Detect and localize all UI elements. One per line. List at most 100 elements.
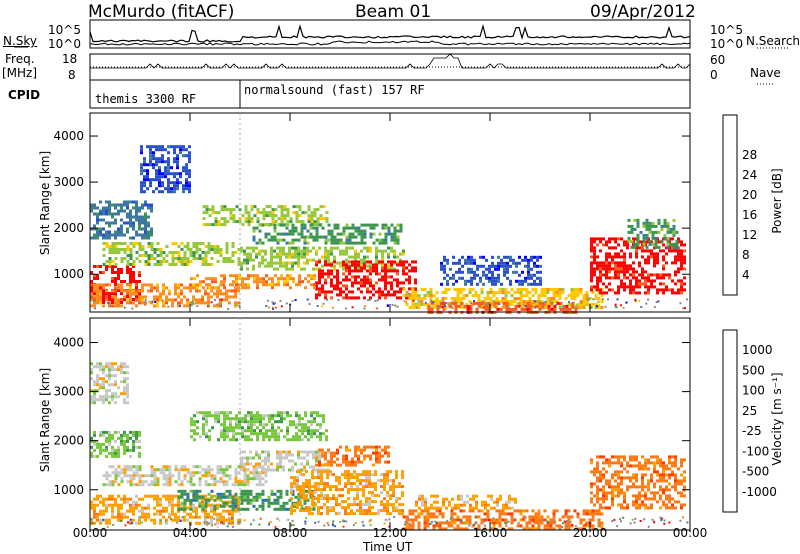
echo-cell [339, 252, 342, 256]
echo-cell [205, 223, 209, 227]
echo-cell [430, 306, 433, 308]
echo-cell [207, 474, 211, 478]
echo-cell [96, 265, 99, 268]
echo-cell [348, 463, 351, 467]
echo-cell [198, 465, 202, 469]
echo-cell [332, 497, 335, 501]
echo-cell [159, 295, 162, 299]
echo-cell [638, 491, 641, 495]
echo-cell [533, 261, 536, 265]
echo-cell [270, 235, 274, 239]
echo-cell [390, 232, 394, 236]
echo-cell [323, 470, 326, 474]
echo-cell [255, 453, 258, 457]
echo-cell [90, 292, 93, 296]
echo-cell [171, 497, 174, 501]
y-tick-label: 4000 [53, 129, 84, 143]
echo-cell [186, 245, 190, 248]
echo-cell [214, 280, 217, 284]
echo-cell [394, 304, 397, 307]
echo-cell [114, 280, 117, 283]
echo-cell [216, 468, 220, 472]
echo-cell [599, 237, 602, 241]
echo-cell [480, 288, 484, 291]
echo-cell [220, 217, 224, 221]
echo-cell [202, 411, 205, 415]
echo-cell [625, 301, 628, 304]
echo-cell [256, 426, 259, 430]
echo-cell [123, 209, 126, 213]
echo-cell [238, 274, 241, 278]
echo-cell [596, 285, 599, 289]
echo-cell [608, 506, 611, 510]
echo-cell [244, 217, 248, 221]
echo-cell [253, 429, 256, 433]
echo-cell [216, 260, 220, 263]
echo-cell [336, 246, 339, 250]
echo-cell [161, 190, 164, 194]
echo-cell [117, 283, 120, 287]
echo-cell [599, 288, 602, 292]
echo-cell [498, 515, 502, 519]
echo-cell [186, 242, 190, 245]
echo-cell [261, 504, 265, 508]
echo-cell [653, 255, 656, 259]
echo-cell [120, 242, 124, 245]
echo-cell [641, 488, 644, 492]
echo-cell [514, 500, 517, 504]
echo-cell [147, 506, 150, 510]
echo-cell [466, 494, 469, 498]
echo-cell [153, 295, 156, 299]
echo-cell [327, 450, 330, 454]
echo-cell [183, 251, 187, 254]
echo-cell [253, 277, 256, 281]
echo-cell [204, 257, 208, 260]
echo-cell [642, 221, 646, 225]
echo-cell [123, 500, 126, 504]
echo-cell [258, 477, 262, 481]
echo-cell [174, 292, 177, 296]
echo-cell [378, 451, 381, 455]
echo-cell [570, 515, 574, 519]
echo-cell [546, 515, 550, 519]
echo-cell [599, 273, 602, 277]
echo-cell [378, 293, 381, 297]
echo-cell [229, 411, 232, 415]
echo-cell [362, 491, 365, 495]
echo-cell [366, 290, 369, 294]
echo-cell [384, 293, 387, 297]
echo-cell [159, 509, 162, 513]
echo-cell [297, 261, 300, 265]
echo-cell [152, 163, 155, 167]
echo-cell [114, 298, 117, 302]
echo-cell [276, 246, 279, 250]
echo-cell [387, 229, 391, 233]
echo-cell [299, 470, 302, 474]
echo-cell [647, 249, 650, 253]
echo-cell [644, 473, 647, 477]
echo-cell [359, 503, 362, 507]
echo-cell [534, 306, 537, 309]
echo-cell [614, 246, 617, 250]
echo-cell [534, 288, 538, 291]
echo-cell [96, 221, 99, 225]
echo-cell [521, 270, 524, 274]
echo-cell [198, 477, 202, 481]
echo-cell [202, 429, 205, 433]
echo-cell [339, 241, 343, 245]
echo-cell [659, 288, 662, 292]
echo-cell [165, 497, 168, 501]
echo-cell [285, 507, 289, 511]
echo-cell [452, 276, 455, 280]
echo-cell [123, 200, 126, 204]
echo-cell [503, 264, 506, 268]
echo-cell [280, 420, 283, 424]
echo-cell [149, 163, 152, 167]
echo-cell [306, 241, 310, 245]
freq-tick-top: 18 [62, 52, 78, 66]
echo-cell [660, 227, 664, 231]
echo-cell [342, 249, 345, 253]
echo-cell [336, 293, 339, 297]
echo-cell [650, 279, 653, 283]
echo-cell [108, 230, 111, 234]
